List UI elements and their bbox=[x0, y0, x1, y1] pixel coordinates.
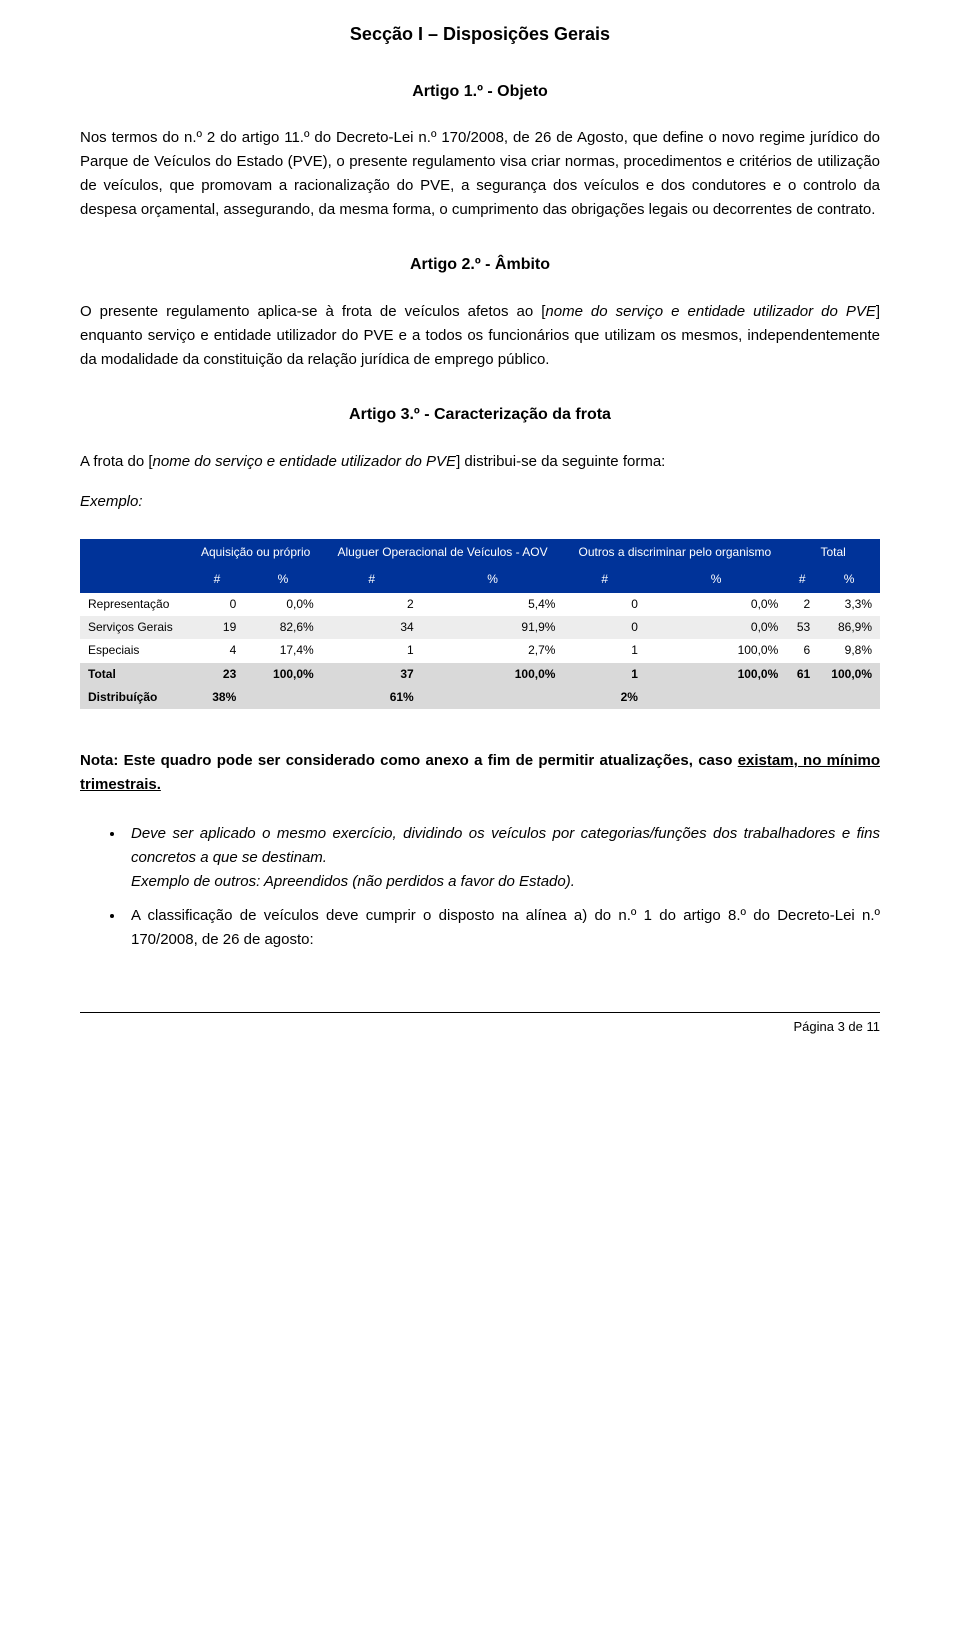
article3-exemplo: Exemplo: bbox=[80, 490, 880, 514]
sub-6: # bbox=[786, 566, 818, 593]
table-cell: 86,9% bbox=[818, 616, 880, 639]
frota-table-wrap: Aquisição ou próprio Aluguer Operacional… bbox=[80, 539, 880, 709]
table-cell: 53 bbox=[786, 616, 818, 639]
row-label: Serviços Gerais bbox=[80, 616, 190, 639]
table-row: Total23100,0%37100,0%1100,0%61100,0% bbox=[80, 663, 880, 686]
hdr-aquisicao: Aquisição ou próprio bbox=[190, 539, 322, 566]
table-cell: 0,0% bbox=[244, 593, 321, 616]
table-cell: 17,4% bbox=[244, 639, 321, 662]
table-cell: 0 bbox=[563, 593, 646, 616]
table-cell: 91,9% bbox=[422, 616, 564, 639]
row-label: Representação bbox=[80, 593, 190, 616]
section-title: Secção I – Disposições Gerais bbox=[80, 20, 880, 49]
table-cell: 6 bbox=[786, 639, 818, 662]
table-cell: 82,6% bbox=[244, 616, 321, 639]
sub-5: % bbox=[646, 566, 786, 593]
frota-table: Aquisição ou próprio Aluguer Operacional… bbox=[80, 539, 880, 709]
article1-title: Artigo 1.º - Objeto bbox=[80, 79, 880, 105]
table-cell bbox=[422, 686, 564, 709]
table-cell: 100,0% bbox=[422, 663, 564, 686]
table-cell: 3,3% bbox=[818, 593, 880, 616]
table-cell: 1 bbox=[563, 663, 646, 686]
table-cell: 4 bbox=[190, 639, 245, 662]
sub-2: # bbox=[322, 566, 422, 593]
note-text: Nota: Este quadro pode ser considerado c… bbox=[80, 749, 880, 797]
table-cell bbox=[786, 686, 818, 709]
table-cell: 61 bbox=[786, 663, 818, 686]
hdr-outros: Outros a discriminar pelo organismo bbox=[563, 539, 786, 566]
table-cell: 37 bbox=[322, 663, 422, 686]
article2-text-a: O presente regulamento aplica-se à frota… bbox=[80, 303, 545, 320]
article3-intro-a: A frota do [ bbox=[80, 453, 153, 470]
article2-text-b: nome do serviço e entidade utilizador do… bbox=[545, 303, 875, 320]
bullet-1a: Deve ser aplicado o mesmo exercício, div… bbox=[131, 825, 880, 866]
article3-intro-c: ] distribui-se da seguinte forma: bbox=[456, 453, 665, 470]
sub-7: % bbox=[818, 566, 880, 593]
hdr-aov: Aluguer Operacional de Veículos - AOV bbox=[322, 539, 564, 566]
table-cell: 100,0% bbox=[646, 663, 786, 686]
bullet-1: Deve ser aplicado o mesmo exercício, div… bbox=[125, 822, 880, 894]
table-cell: 2% bbox=[563, 686, 646, 709]
table-cell: 1 bbox=[563, 639, 646, 662]
table-cell: 0,0% bbox=[646, 593, 786, 616]
table-cell: 9,8% bbox=[818, 639, 880, 662]
page-footer: Página 3 de 11 bbox=[80, 1012, 880, 1038]
table-cell: 100,0% bbox=[646, 639, 786, 662]
article3-intro: A frota do [nome do serviço e entidade u… bbox=[80, 450, 880, 474]
bullet-list: Deve ser aplicado o mesmo exercício, div… bbox=[80, 822, 880, 952]
bullet-1b: Exemplo de outros: Apreendidos (não perd… bbox=[131, 873, 575, 890]
table-cell: 1 bbox=[322, 639, 422, 662]
table-corner bbox=[80, 539, 190, 593]
table-cell: 23 bbox=[190, 663, 245, 686]
sub-0: # bbox=[190, 566, 245, 593]
table-cell: 100,0% bbox=[244, 663, 321, 686]
table-cell: 0 bbox=[190, 593, 245, 616]
table-cell: 2,7% bbox=[422, 639, 564, 662]
table-cell: 61% bbox=[322, 686, 422, 709]
table-cell bbox=[244, 686, 321, 709]
table-cell: 0 bbox=[563, 616, 646, 639]
sub-4: # bbox=[563, 566, 646, 593]
table-row: Serviços Gerais1982,6%3491,9%00,0%5386,9… bbox=[80, 616, 880, 639]
table-cell: 0,0% bbox=[646, 616, 786, 639]
table-cell bbox=[646, 686, 786, 709]
article3-intro-b: nome do serviço e entidade utilizador do… bbox=[153, 453, 457, 470]
table-cell: 2 bbox=[786, 593, 818, 616]
row-label: Distribuíção bbox=[80, 686, 190, 709]
table-cell bbox=[818, 686, 880, 709]
article3-title: Artigo 3.º - Caracterização da frota bbox=[80, 402, 880, 428]
note-a: Nota: Este quadro pode ser considerado c… bbox=[80, 752, 738, 769]
table-header-groups: Aquisição ou próprio Aluguer Operacional… bbox=[80, 539, 880, 566]
table-row: Representação00,0%25,4%00,0%23,3% bbox=[80, 593, 880, 616]
table-cell: 5,4% bbox=[422, 593, 564, 616]
table-row: Especiais417,4%12,7%1100,0%69,8% bbox=[80, 639, 880, 662]
table-cell: 34 bbox=[322, 616, 422, 639]
row-label: Total bbox=[80, 663, 190, 686]
bullet-2: A classificação de veículos deve cumprir… bbox=[125, 904, 880, 952]
article2-title: Artigo 2.º - Âmbito bbox=[80, 252, 880, 278]
row-label: Especiais bbox=[80, 639, 190, 662]
table-cell: 38% bbox=[190, 686, 245, 709]
sub-3: % bbox=[422, 566, 564, 593]
hdr-total: Total bbox=[786, 539, 880, 566]
sub-1: % bbox=[244, 566, 321, 593]
table-row: Distribuíção38% 61% 2% bbox=[80, 686, 880, 709]
table-cell: 100,0% bbox=[818, 663, 880, 686]
frota-tbody: Representação00,0%25,4%00,0%23,3%Serviço… bbox=[80, 593, 880, 709]
table-cell: 19 bbox=[190, 616, 245, 639]
table-cell: 2 bbox=[322, 593, 422, 616]
table-subheaders: # % # % # % # % bbox=[80, 566, 880, 593]
article2-para1: O presente regulamento aplica-se à frota… bbox=[80, 300, 880, 372]
exemplo-label: Exemplo: bbox=[80, 493, 143, 510]
article1-para1: Nos termos do n.º 2 do artigo 11.º do De… bbox=[80, 126, 880, 222]
